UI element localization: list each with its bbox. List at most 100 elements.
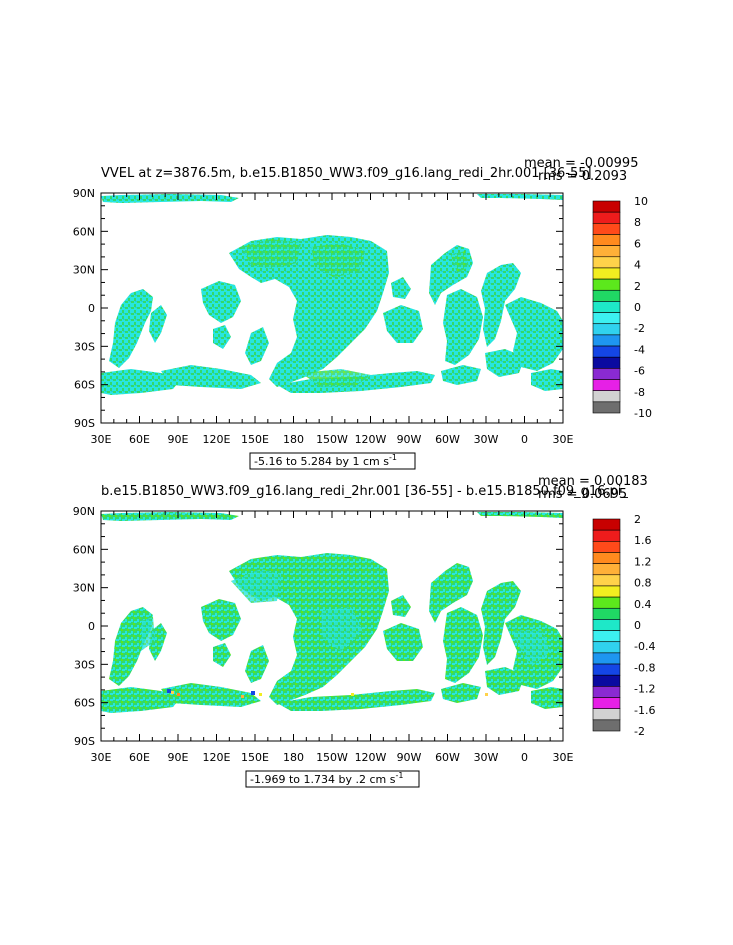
colorbar-swatch <box>592 401 621 414</box>
x-tick-label: 150E <box>241 433 269 446</box>
panel-bottom: b.e15.B1850_WW3.f09_g16.lang_redi_2hr.00… <box>73 474 655 788</box>
colorbar-swatch <box>592 529 621 542</box>
colorbar-swatch <box>592 211 621 224</box>
rms-label: rms = 0.2093 <box>538 169 627 184</box>
y-tick-label: 60S <box>74 379 95 392</box>
svg-text:-1.969 to 1.734 by .2 cm s-1: -1.969 to 1.734 by .2 cm s-1 <box>250 771 403 786</box>
colorbar-swatch <box>592 301 621 313</box>
colorbar-swatch <box>592 630 621 643</box>
x-tick-label: 0 <box>521 751 528 764</box>
x-tick-label: 120E <box>203 751 231 764</box>
colorbar-swatch <box>592 607 621 620</box>
anomaly-specks <box>167 689 488 698</box>
y-tick-label: 60N <box>73 543 95 556</box>
colorbar-label: -0.4 <box>634 640 655 653</box>
map-axes: 30E 60E 90E 120E 150E 180 150W 120W 90W 60W 30W 0 30… <box>73 505 574 764</box>
colorbar-label: 0 <box>634 301 641 314</box>
x-tick-label: 30W <box>474 433 499 446</box>
x-tick-label: 60E <box>129 751 150 764</box>
colorbar-swatch <box>592 379 621 391</box>
panel-title: VVEL at z=3876.5m, b.e15.B1850_WW3.f09_g… <box>101 166 592 181</box>
colorbar-label: -1.6 <box>634 704 655 717</box>
mean-label: mean = 0.00183 <box>538 474 648 489</box>
colorbar-label: -10 <box>634 407 652 420</box>
colorbar-swatch <box>592 596 621 609</box>
range-label-box: -5.16 to 5.284 by 1 cm s-1 <box>249 452 416 470</box>
y-tick-label: 30S <box>74 340 95 353</box>
x-tick-label: 30W <box>474 751 499 764</box>
colorbar-swatch <box>592 663 621 676</box>
map-axes: 30E 60E 90E 120E 150E 180 150W 120W 90W 60W 30W 0 30… <box>73 187 574 446</box>
x-tick-label: 60W <box>435 433 460 446</box>
x-tick-label: 180 <box>283 433 304 446</box>
x-tick-label: 90W <box>397 751 422 764</box>
colorbar-label: 2 <box>634 280 641 293</box>
colorbar-swatch <box>592 223 621 235</box>
range-label-box: -1.969 to 1.734 by .2 cm s-1 <box>245 770 420 788</box>
colorbar-label: -2 <box>634 725 645 738</box>
colorbar-swatch <box>592 323 621 336</box>
colorbar-label: -2 <box>634 322 645 335</box>
range-exponent: -1 <box>395 771 403 780</box>
panel-top: VVEL at z=3876.5m, b.e15.B1850_WW3.f09_g… <box>73 156 652 470</box>
y-tick-label: 90S <box>74 417 95 430</box>
colorbar-swatch <box>592 552 621 564</box>
colorbar-label: 2 <box>634 513 641 526</box>
y-tick-label: 30N <box>73 582 95 595</box>
y-tick-label: 0 <box>88 302 95 315</box>
map-plot <box>100 510 564 742</box>
colorbar-swatch <box>592 563 621 576</box>
y-tick-label: 30N <box>73 264 95 277</box>
x-tick-label: 90E <box>168 433 189 446</box>
colorbar-label: 0.8 <box>634 577 652 590</box>
map-plot <box>100 192 564 424</box>
colorbar-label: -8 <box>634 386 645 399</box>
colorbar-swatch <box>592 368 621 380</box>
colorbar-swatch <box>592 518 621 531</box>
colorbar-swatch <box>592 652 621 665</box>
y-tick-label: 60S <box>74 697 95 710</box>
colorbar-swatch <box>592 312 621 325</box>
panel-title: b.e15.B1850_WW3.f09_g16.lang_redi_2hr.00… <box>101 484 628 499</box>
x-tick-label: 90E <box>168 751 189 764</box>
colorbar-label: -1.2 <box>634 683 655 696</box>
colorbar: 10 8 6 4 2 0 -2 -4 -6 -8 -10 <box>592 195 652 420</box>
range-text: -5.16 to 5.284 by 1 cm s <box>254 455 389 468</box>
colorbar-swatch <box>592 585 621 598</box>
colorbar-swatch <box>592 674 621 687</box>
x-tick-label: 120W <box>355 751 387 764</box>
rms-label: rms = 0.0695 <box>538 487 627 502</box>
range-exponent: -1 <box>389 453 397 462</box>
x-tick-label: 0 <box>521 433 528 446</box>
x-tick-label: 30E <box>91 751 112 764</box>
y-tick-label: 0 <box>88 620 95 633</box>
colorbar-swatch <box>592 278 621 291</box>
y-tick-label: 30S <box>74 658 95 671</box>
colorbar-swatch <box>592 356 621 369</box>
x-tick-label: 90W <box>397 433 422 446</box>
y-tick-label: 60N <box>73 225 95 238</box>
y-tick-label: 90N <box>73 187 95 200</box>
colorbar-swatch <box>592 200 621 213</box>
x-tick-label: 30E <box>553 433 574 446</box>
colorbar-swatch <box>592 390 621 403</box>
range-text: -1.969 to 1.734 by .2 cm s <box>250 773 396 786</box>
colorbar-label: 0.4 <box>634 598 652 611</box>
colorbar-swatch <box>592 686 621 698</box>
colorbar-swatch <box>592 708 621 721</box>
y-tick-label: 90S <box>74 735 95 748</box>
colorbar-label: 6 <box>634 237 641 250</box>
colorbar-label: -4 <box>634 343 645 356</box>
x-tick-label: 60E <box>129 433 150 446</box>
x-tick-label: 60W <box>435 751 460 764</box>
x-tick-label: 30E <box>553 751 574 764</box>
colorbar-swatch <box>592 719 621 732</box>
colorbar-label: -0.8 <box>634 661 655 674</box>
colorbar-swatch <box>592 641 621 654</box>
colorbar-label: 1.2 <box>634 555 652 568</box>
x-tick-label: 30E <box>91 433 112 446</box>
colorbar-label: 4 <box>634 259 641 272</box>
x-tick-label: 150E <box>241 751 269 764</box>
colorbar-swatch <box>592 619 621 631</box>
